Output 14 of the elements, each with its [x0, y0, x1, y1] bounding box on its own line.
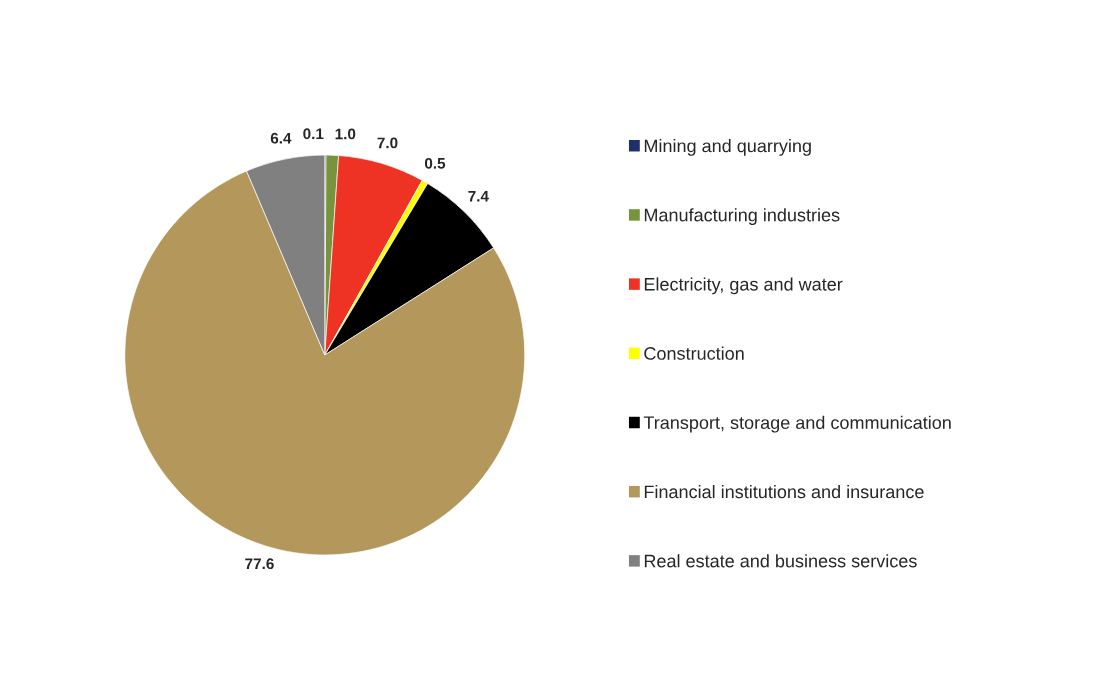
- data-label: 77.6: [245, 558, 274, 570]
- data-label: 0.5: [424, 157, 446, 169]
- legend-label: Financial institutions and insurance: [644, 484, 924, 499]
- legend-label: Transport, storage and communication: [643, 415, 951, 433]
- legend-label: Manufacturing industries: [644, 208, 840, 226]
- legend-label: Construction: [644, 346, 744, 360]
- data-label: 6.4: [270, 132, 292, 144]
- legend-label: Real estate and business services: [644, 554, 917, 568]
- data-label: 0.1: [303, 128, 324, 140]
- legend-label: Mining and quarrying: [644, 139, 811, 156]
- data-label: 1.0: [335, 128, 356, 140]
- data-label: 7.0: [377, 137, 398, 149]
- data-label: 7.4: [468, 190, 489, 202]
- legend-label: Electricity, gas and water: [644, 277, 843, 295]
